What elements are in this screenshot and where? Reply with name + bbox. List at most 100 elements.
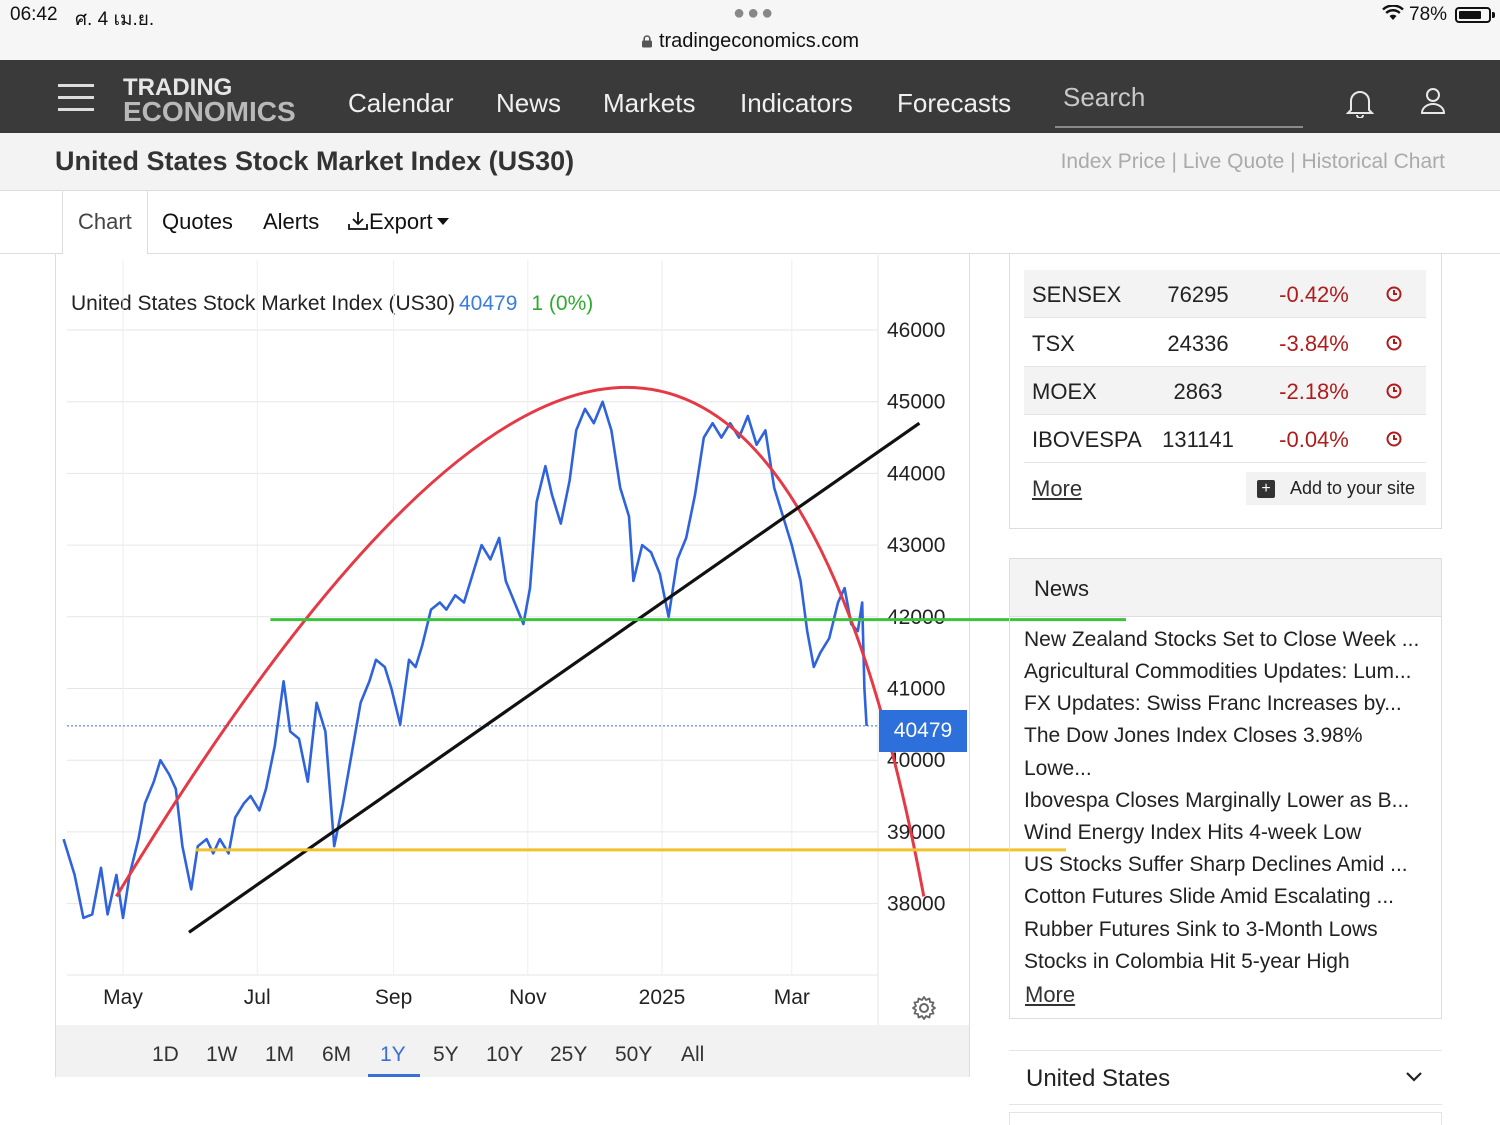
- tab-alerts[interactable]: Alerts: [263, 209, 320, 234]
- nav-calendar[interactable]: Calendar: [348, 88, 454, 118]
- range-1m[interactable]: 1M: [265, 1043, 295, 1066]
- country-label: United States: [1026, 1065, 1171, 1092]
- market-row[interactable]: TSX 24336 -3.84%: [1024, 319, 1426, 367]
- x-tick-label: Nov: [509, 986, 547, 1009]
- page-title: United States Stock Market Index (US30): [55, 146, 575, 176]
- market-change: -3.84%: [1279, 331, 1349, 356]
- download-icon: [348, 212, 368, 230]
- status-time: 06:42: [10, 4, 58, 25]
- search-input[interactable]: Search: [1055, 82, 1303, 128]
- y-tick-label: 43000: [887, 534, 945, 557]
- market-value: 131141: [1162, 427, 1234, 452]
- x-tick-label: 2025: [639, 986, 686, 1009]
- nav-forecasts[interactable]: Forecasts: [897, 88, 1012, 118]
- news-item[interactable]: New Zealand Stocks Set to Close Week ...: [1024, 628, 1420, 651]
- y-tick-label: 38000: [887, 893, 945, 916]
- nav-markets[interactable]: Markets: [603, 88, 696, 118]
- export-button[interactable]: Export: [347, 209, 449, 235]
- bell-icon[interactable]: [1346, 88, 1374, 118]
- add-to-site-label: Add to your site: [1290, 478, 1416, 498]
- market-value: 2863: [1173, 379, 1223, 404]
- range-all[interactable]: All: [681, 1043, 705, 1066]
- chart-tabs: Chart Quotes Alerts Export: [0, 191, 1500, 255]
- market-change: -0.04%: [1279, 427, 1349, 452]
- x-tick-label: Jul: [244, 986, 271, 1009]
- news-item[interactable]: Wind Energy Index Hits 4-week Low: [1024, 821, 1362, 844]
- x-tick-label: Sep: [375, 986, 412, 1009]
- market-value: 24336: [1167, 331, 1229, 356]
- range-50y[interactable]: 50Y: [615, 1043, 653, 1066]
- chevron-down-icon: [1406, 1072, 1422, 1082]
- top-nav: TRADING ECONOMICS Calendar News Markets …: [0, 60, 1500, 133]
- range-5y[interactable]: 5Y: [433, 1043, 459, 1066]
- news-title: News: [1034, 576, 1090, 601]
- user-icon[interactable]: [1420, 86, 1446, 116]
- news-item[interactable]: FX Updates: Swiss Franc Increases by...: [1024, 692, 1402, 715]
- y-tick-label: 39000: [887, 821, 945, 844]
- market-row[interactable]: IBOVESPA 131141 -0.04%: [1024, 415, 1426, 463]
- battery-tip: [1492, 12, 1495, 18]
- logo-line2[interactable]: ECONOMICS: [123, 96, 296, 127]
- range-1y[interactable]: 1Y: [380, 1043, 406, 1066]
- clock-icon: [1386, 431, 1402, 447]
- range-1w[interactable]: 1W: [206, 1043, 238, 1066]
- y-tick-label: 40000: [887, 749, 945, 772]
- market-name: IBOVESPA: [1032, 427, 1142, 452]
- status-date: ศ. 4 เม.ย.: [75, 9, 155, 30]
- tab-chart[interactable]: Chart: [62, 191, 148, 255]
- news-item[interactable]: Ibovespa Closes Marginally Lower as B...: [1024, 789, 1410, 812]
- add-to-site-button[interactable]: + Add to your site: [1246, 472, 1426, 505]
- url-text: tradingeconomics.com: [658, 30, 860, 52]
- news-header: News: [1010, 559, 1441, 617]
- news-item[interactable]: US Stocks Suffer Sharp Declines Amid ...: [1024, 853, 1408, 876]
- address-bar[interactable]: tradingeconomics.com: [0, 30, 1500, 53]
- market-row[interactable]: SENSEX 76295 -0.42%: [1024, 270, 1426, 318]
- tab-chart-label: Chart: [78, 209, 132, 234]
- market-name: TSX: [1032, 331, 1075, 356]
- logo-line1[interactable]: TRADING: [123, 74, 233, 101]
- news-item[interactable]: Cotton Futures Slide Amid Escalating ...: [1024, 885, 1395, 908]
- hamburger-menu-icon[interactable]: [58, 84, 94, 112]
- battery-percent: 78%: [1409, 4, 1448, 25]
- news-item[interactable]: Stocks in Colombia Hit 5-year High: [1024, 950, 1350, 973]
- tab-menu-dots-icon[interactable]: ●●●: [733, 2, 776, 24]
- y-tick-label: 46000: [887, 319, 945, 342]
- news-item[interactable]: Lowe...: [1024, 757, 1092, 780]
- range-bar: [56, 1025, 969, 1077]
- gear-icon[interactable]: [911, 995, 937, 1021]
- y-tick-label: 42000: [887, 606, 945, 629]
- range-6m[interactable]: 6M: [322, 1043, 352, 1066]
- markets-more-link[interactable]: More: [1032, 476, 1083, 501]
- price-series-line: [62, 400, 868, 920]
- nav-news[interactable]: News: [496, 88, 562, 118]
- market-name: SENSEX: [1032, 282, 1122, 307]
- market-row[interactable]: MOEX 2863 -2.18%: [1024, 367, 1426, 415]
- chart-panel: [55, 254, 970, 1077]
- export-label: Export: [369, 209, 433, 234]
- nav-indicators[interactable]: Indicators: [740, 88, 853, 118]
- news-item[interactable]: The Dow Jones Index Closes 3.98%: [1024, 724, 1363, 747]
- wifi-icon: [1382, 5, 1404, 20]
- range-25y[interactable]: 25Y: [550, 1043, 588, 1066]
- page-subtitle-links[interactable]: Index Price | Live Quote | Historical Ch…: [1060, 150, 1445, 173]
- country-selector[interactable]: United States: [1009, 1050, 1442, 1105]
- battery-fill: [1459, 11, 1481, 19]
- tab-quotes[interactable]: Quotes: [162, 209, 233, 234]
- red-arc-annotation: [115, 385, 926, 898]
- news-item[interactable]: Agricultural Commodities Updates: Lum...: [1024, 660, 1412, 683]
- news-panel: News: [1009, 558, 1442, 1019]
- y-tick-label: 45000: [887, 391, 945, 414]
- clock-icon: [1386, 335, 1402, 351]
- market-change: -0.42%: [1279, 282, 1349, 307]
- clock-icon: [1386, 286, 1402, 302]
- range-1d[interactable]: 1D: [152, 1043, 179, 1066]
- range-10y[interactable]: 10Y: [486, 1043, 524, 1066]
- news-item[interactable]: Rubber Futures Sink to 3-Month Lows: [1024, 918, 1378, 941]
- chart-header-name: United States Stock Market Index (US30): [71, 292, 455, 315]
- clock-icon: [1386, 383, 1402, 399]
- news-more-link[interactable]: More: [1025, 982, 1076, 1007]
- black-trendline-annotation: [188, 421, 921, 934]
- status-bar: 06:42 ศ. 4 เม.ย. ●●● tradingeconomics.co…: [0, 0, 1500, 60]
- last-price-tag: 40479: [879, 709, 967, 752]
